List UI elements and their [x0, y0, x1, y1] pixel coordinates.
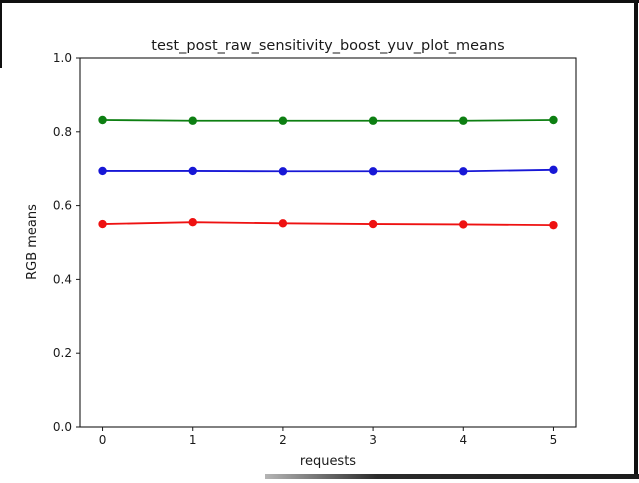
- series-layer: [98, 115, 558, 230]
- y-tick-label: 0.4: [53, 272, 72, 286]
- frame-border-right: [634, 0, 638, 479]
- data-point-r_means: [188, 218, 197, 227]
- data-point-g_means: [459, 116, 468, 125]
- y-tick-label: 0.6: [53, 199, 72, 213]
- data-point-b_means: [549, 165, 558, 175]
- data-point-b_means: [459, 167, 468, 176]
- data-point-g_means: [549, 115, 558, 125]
- data-point-b_means: [188, 166, 197, 176]
- data-point-r_means: [98, 219, 107, 229]
- data-point-r_means: [278, 219, 288, 228]
- data-point-r_means: [459, 220, 468, 229]
- data-point-b_means: [98, 166, 107, 176]
- x-axis-label: requests: [300, 454, 356, 469]
- y-axis-label: RGB means: [25, 204, 40, 280]
- frame-border-top: [0, 0, 639, 3]
- chart-title: test_post_raw_sensitivity_boost_yuv_plot…: [151, 38, 504, 54]
- x-tick-label: 5: [550, 433, 558, 447]
- data-point-g_means: [368, 116, 378, 125]
- data-point-r_means: [549, 220, 558, 230]
- x-tick-label: 0: [99, 433, 107, 447]
- x-tick-label: 3: [369, 433, 377, 447]
- frame-border-bottom: [265, 474, 639, 479]
- y-tick-label: 1.0: [53, 51, 72, 65]
- y-tick-label: 0.8: [53, 125, 72, 139]
- data-point-g_means: [98, 115, 107, 125]
- data-point-b_means: [368, 167, 378, 176]
- frame-border-left: [0, 0, 2, 68]
- y-tick-label: 0.0: [53, 420, 72, 434]
- y-tick-label: 0.2: [53, 346, 72, 360]
- series-line-r_means: [102, 221, 554, 227]
- series-line-g_means: [102, 119, 554, 122]
- data-point-r_means: [368, 219, 378, 229]
- ticks-layer: 0 1 2 3 4 5 0.0 0.2 0.4 0.6 0.8 1.0: [53, 51, 557, 447]
- x-tick-label: 4: [459, 433, 467, 447]
- x-tick-label: 2: [279, 433, 287, 447]
- x-tick-label: 1: [189, 433, 197, 447]
- data-point-g_means: [278, 116, 288, 125]
- series-line-b_means: [102, 168, 554, 173]
- data-point-b_means: [278, 167, 288, 176]
- data-point-g_means: [188, 116, 197, 125]
- plot-area: [79, 57, 577, 428]
